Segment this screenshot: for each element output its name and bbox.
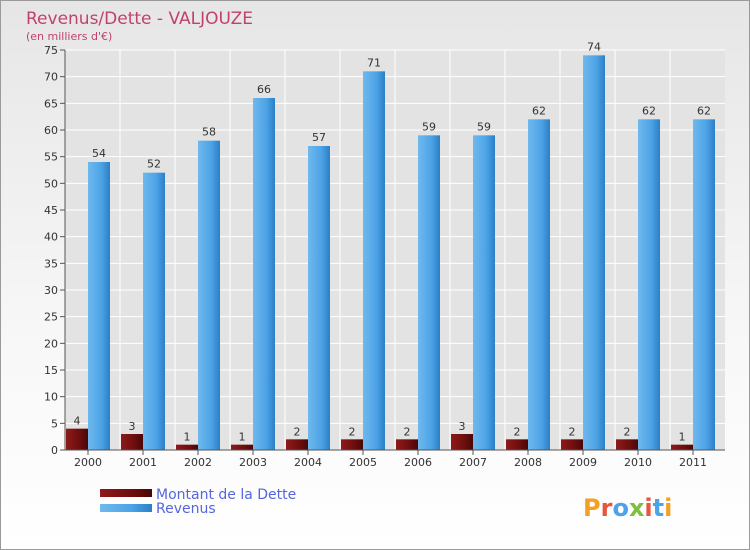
debt-bar xyxy=(451,434,473,450)
y-tick-label: 5 xyxy=(51,417,58,430)
x-tick-label: 2011 xyxy=(679,456,707,469)
debt-value-label: 2 xyxy=(569,425,576,438)
revenue-bar xyxy=(143,172,165,450)
y-tick-label: 0 xyxy=(51,444,58,457)
revenue-value-label: 58 xyxy=(202,126,216,139)
debt-value-label: 3 xyxy=(459,420,466,433)
y-tick-label: 75 xyxy=(44,44,58,57)
debt-bar xyxy=(506,439,528,450)
debt-bar xyxy=(616,439,638,450)
revenue-bar xyxy=(198,140,220,450)
y-tick-label: 55 xyxy=(44,151,58,164)
legend-swatch-revenue xyxy=(100,504,152,512)
revenue-value-label: 62 xyxy=(642,104,656,117)
revenue-value-label: 59 xyxy=(422,120,436,133)
revenue-bar xyxy=(308,146,330,450)
revenue-bar xyxy=(473,135,495,451)
y-tick-label: 20 xyxy=(44,337,58,350)
revenue-value-label: 62 xyxy=(697,104,711,117)
x-tick-label: 2004 xyxy=(294,456,322,469)
debt-value-label: 1 xyxy=(239,431,246,444)
revenue-bar xyxy=(418,135,440,451)
debt-bar xyxy=(341,439,363,450)
debt-value-label: 2 xyxy=(624,425,631,438)
x-tick-label: 2005 xyxy=(349,456,377,469)
x-tick-label: 2009 xyxy=(569,456,597,469)
debt-bar xyxy=(561,439,583,450)
x-tick-label: 2001 xyxy=(129,456,157,469)
debt-value-label: 4 xyxy=(74,415,81,428)
y-tick-label: 15 xyxy=(44,364,58,377)
y-tick-label: 65 xyxy=(44,97,58,110)
revenue-bar xyxy=(253,98,275,450)
y-tick-label: 45 xyxy=(44,204,58,217)
revenue-value-label: 62 xyxy=(532,104,546,117)
debt-value-label: 1 xyxy=(184,431,191,444)
debt-value-label: 2 xyxy=(514,425,521,438)
debt-bar xyxy=(231,444,253,450)
revenue-bar xyxy=(528,119,550,450)
debt-bar xyxy=(396,439,418,450)
x-tick-label: 2002 xyxy=(184,456,212,469)
x-tick-label: 2000 xyxy=(74,456,102,469)
y-tick-label: 10 xyxy=(44,391,58,404)
x-tick-label: 2007 xyxy=(459,456,487,469)
revenue-value-label: 57 xyxy=(312,131,326,144)
y-tick-label: 35 xyxy=(44,257,58,270)
x-tick-label: 2003 xyxy=(239,456,267,469)
svg-text:Proxiti: Proxiti xyxy=(583,494,672,522)
chart-title: Revenus/Dette - VALJOUZE xyxy=(26,9,253,29)
revenue-bar xyxy=(363,71,385,450)
debt-value-label: 1 xyxy=(679,431,686,444)
debt-value-label: 2 xyxy=(294,425,301,438)
y-tick-label: 60 xyxy=(44,124,58,137)
debt-bar xyxy=(286,439,308,450)
revenue-value-label: 74 xyxy=(587,40,601,53)
revenue-value-label: 66 xyxy=(257,83,271,96)
revenue-bar xyxy=(583,55,605,450)
debt-bar xyxy=(176,444,198,450)
legend-swatch-debt xyxy=(100,489,152,497)
revenue-bar xyxy=(693,119,715,450)
debt-bar xyxy=(121,434,143,450)
x-tick-label: 2010 xyxy=(624,456,652,469)
revenue-value-label: 71 xyxy=(367,56,381,69)
debt-value-label: 3 xyxy=(129,420,136,433)
y-tick-label: 50 xyxy=(44,177,58,190)
debt-bar xyxy=(671,444,693,450)
x-tick-label: 2006 xyxy=(404,456,432,469)
y-tick-label: 70 xyxy=(44,71,58,84)
chart-subtitle: (en milliers d'€) xyxy=(26,30,112,43)
revenue-bar xyxy=(638,119,660,450)
y-tick-label: 40 xyxy=(44,231,58,244)
debt-value-label: 2 xyxy=(349,425,356,438)
x-tick-label: 2008 xyxy=(514,456,542,469)
revenue-value-label: 54 xyxy=(92,147,106,160)
legend-label: Montant de la Dette xyxy=(156,487,296,503)
revenue-value-label: 59 xyxy=(477,120,491,133)
debt-value-label: 2 xyxy=(404,425,411,438)
y-tick-label: 30 xyxy=(44,284,58,297)
revenue-value-label: 52 xyxy=(147,158,161,171)
proxiti-logo: Proxiti xyxy=(583,494,672,522)
legend-label: Revenus xyxy=(156,501,216,517)
debt-bar xyxy=(66,428,88,450)
y-tick-label: 25 xyxy=(44,311,58,324)
revenue-bar xyxy=(88,162,110,450)
